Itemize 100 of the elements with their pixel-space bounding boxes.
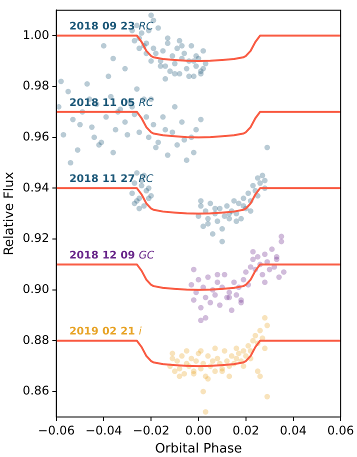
text: 2018 12 09 GC [69, 249, 155, 262]
point [132, 38, 138, 44]
point [181, 50, 188, 56]
series-label: 2018 11 27 RC [69, 173, 154, 186]
point [179, 42, 185, 49]
point [184, 348, 190, 354]
point [217, 206, 223, 212]
point [148, 12, 154, 18]
point [248, 264, 254, 270]
point [205, 376, 211, 382]
x-tick-label: −0.06 [38, 423, 75, 438]
point [266, 266, 272, 272]
point [240, 348, 246, 354]
point [198, 348, 204, 354]
point [202, 409, 208, 415]
point [269, 246, 275, 252]
point [231, 279, 237, 286]
y-tick-label: 0.88 [22, 332, 50, 347]
y-tick-label: 0.90 [22, 282, 50, 296]
point [214, 272, 220, 278]
point [198, 318, 204, 324]
point [190, 266, 197, 272]
y-tick-label: 0.96 [22, 129, 50, 144]
point [205, 220, 211, 227]
point [193, 126, 199, 132]
point [224, 203, 230, 209]
point [198, 70, 204, 77]
point [122, 119, 128, 125]
x-tick-label: 0.06 [327, 423, 354, 438]
point [252, 332, 258, 338]
point [167, 68, 173, 74]
point [234, 356, 240, 362]
point [236, 200, 242, 206]
series-label: 2018 09 23 RC [69, 20, 154, 33]
point [226, 216, 232, 222]
point [70, 116, 76, 122]
point [219, 226, 225, 232]
point [188, 42, 194, 49]
point [155, 140, 161, 146]
point [112, 126, 118, 132]
point [231, 198, 237, 204]
point [214, 356, 220, 362]
point [248, 208, 254, 214]
y-tick-label: 1.00 [22, 28, 50, 42]
text: 2019 02 21 i [69, 326, 142, 338]
point [250, 248, 256, 255]
point [250, 256, 256, 262]
point [222, 272, 228, 278]
point [202, 315, 208, 321]
point [155, 25, 161, 31]
point [138, 182, 144, 188]
point [257, 328, 263, 334]
point [170, 350, 176, 356]
point [240, 196, 246, 202]
point [222, 213, 228, 219]
point [205, 216, 211, 222]
point [234, 346, 240, 352]
point [188, 356, 194, 362]
point [144, 40, 150, 46]
point [174, 142, 180, 148]
point [170, 53, 176, 59]
point [226, 290, 232, 296]
point [122, 66, 128, 72]
x-tick-label: 0.02 [232, 423, 260, 438]
point [276, 274, 282, 280]
point [190, 370, 197, 377]
point [174, 358, 180, 364]
y-axis-title: Relative Flux [2, 172, 18, 256]
point [176, 366, 182, 372]
point [226, 374, 232, 380]
point [228, 353, 234, 359]
point [103, 114, 109, 120]
point [274, 254, 280, 260]
point [162, 76, 168, 82]
point [278, 238, 284, 244]
point [172, 104, 178, 110]
point [148, 58, 154, 64]
point [106, 74, 112, 80]
point [240, 203, 246, 209]
point [278, 234, 284, 240]
point [190, 74, 197, 80]
point [257, 374, 263, 380]
point [170, 356, 176, 362]
point [164, 35, 170, 41]
point [77, 122, 83, 128]
point [65, 88, 71, 94]
point [254, 254, 261, 260]
point [89, 124, 95, 130]
point [190, 150, 197, 156]
point [58, 78, 64, 84]
point [202, 294, 208, 300]
x-tick-label: −0.04 [85, 423, 122, 438]
point [172, 368, 178, 374]
point [134, 198, 140, 204]
point [160, 114, 166, 120]
point [250, 182, 256, 188]
point [176, 374, 182, 380]
y-tick-label: 0.86 [22, 384, 50, 398]
point [245, 190, 252, 196]
point [91, 134, 98, 140]
